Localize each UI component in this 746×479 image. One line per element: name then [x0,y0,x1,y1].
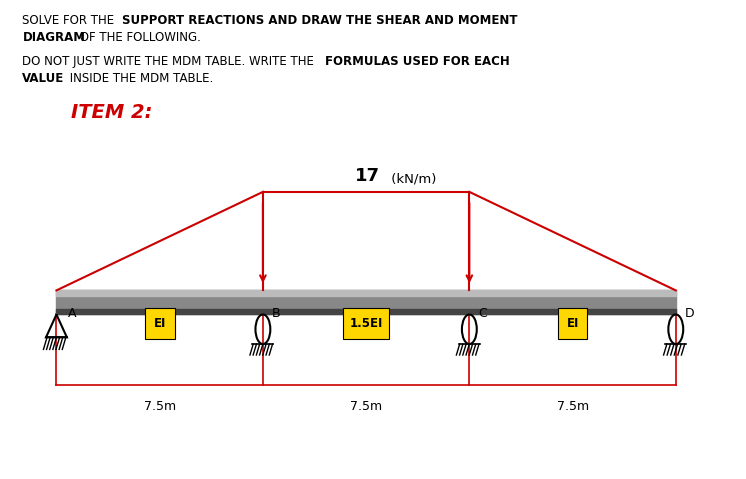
Text: OF THE FOLLOWING.: OF THE FOLLOWING. [76,31,201,44]
Text: SOLVE FOR THE: SOLVE FOR THE [22,14,119,27]
Text: VALUE: VALUE [22,72,65,85]
Text: 7.5m: 7.5m [350,400,382,413]
Text: 7.5m: 7.5m [557,400,589,413]
Text: FORMULAS USED FOR EACH: FORMULAS USED FOR EACH [325,55,510,68]
Text: 7.5m: 7.5m [144,400,176,413]
Text: ITEM 2:: ITEM 2: [71,103,152,122]
FancyBboxPatch shape [145,308,175,339]
Text: A: A [68,307,77,320]
Text: EI: EI [154,317,166,330]
Text: EI: EI [566,317,579,330]
Text: B: B [272,307,280,320]
Text: 1.5EI: 1.5EI [349,317,383,330]
Text: INSIDE THE MDM TABLE.: INSIDE THE MDM TABLE. [66,72,213,85]
Text: DIAGRAM: DIAGRAM [22,31,85,44]
Text: 17: 17 [355,167,380,185]
Text: D: D [685,307,695,320]
FancyBboxPatch shape [558,308,587,339]
Text: (kN/m): (kN/m) [386,172,436,185]
Text: SUPPORT REACTIONS AND DRAW THE SHEAR AND MOMENT: SUPPORT REACTIONS AND DRAW THE SHEAR AND… [122,14,517,27]
FancyBboxPatch shape [343,308,389,339]
Text: DO NOT JUST WRITE THE MDM TABLE. WRITE THE: DO NOT JUST WRITE THE MDM TABLE. WRITE T… [22,55,318,68]
Text: C: C [478,307,487,320]
